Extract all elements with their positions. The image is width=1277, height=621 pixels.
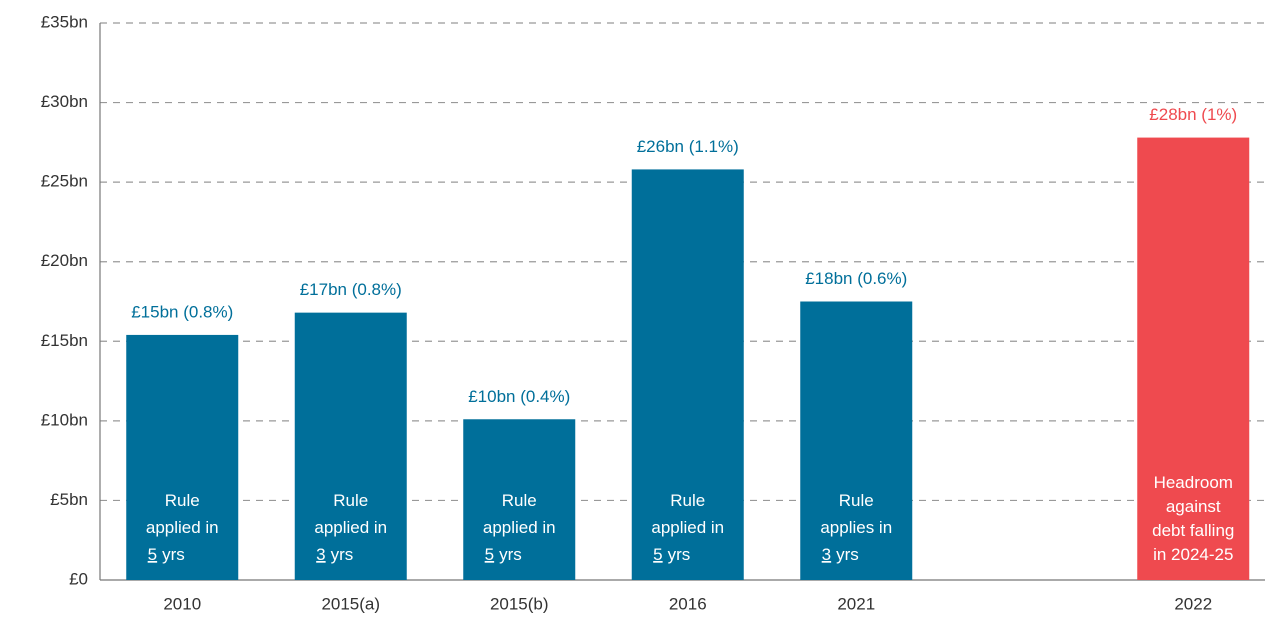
x-tick-label: 2021 bbox=[837, 594, 875, 613]
bar-note-years: 5 bbox=[653, 545, 662, 564]
bar-note: Rule applied in 3 yrs bbox=[314, 491, 387, 564]
bar-note-line: Headroom bbox=[1154, 473, 1233, 492]
bar-note-line: Rule bbox=[333, 491, 368, 510]
bar-note-line: applied in bbox=[146, 518, 219, 537]
bar-note-line: applied in bbox=[314, 518, 387, 537]
value-label: £17bn (0.8%) bbox=[300, 280, 402, 299]
x-tick-label: 2010 bbox=[163, 594, 201, 613]
bar bbox=[1137, 137, 1250, 580]
bar-note: Rule applied in 5 yrs bbox=[146, 491, 219, 564]
y-tick-label: £10bn bbox=[41, 410, 88, 429]
y-tick-label: £35bn bbox=[41, 12, 88, 31]
bar-note-unit: yrs bbox=[836, 545, 859, 564]
x-tick-label: 2016 bbox=[669, 594, 707, 613]
bar-note-line: applied in bbox=[651, 518, 724, 537]
bar-note: Rule applies in 3 yrs bbox=[820, 491, 892, 564]
y-tick-label: £15bn bbox=[41, 331, 88, 350]
bar-note-unit: yrs bbox=[331, 545, 354, 564]
bar bbox=[126, 334, 239, 580]
y-tick-label: £25bn bbox=[41, 172, 88, 191]
x-tick-label: 2015(a) bbox=[321, 594, 380, 613]
bar-note: Headroom against debt falling in 2024-25 bbox=[1152, 473, 1234, 564]
value-label: £28bn (1%) bbox=[1149, 105, 1237, 124]
bar bbox=[463, 419, 576, 580]
bar-note-line: against bbox=[1166, 497, 1221, 516]
bar-note-years: 5 bbox=[148, 545, 157, 564]
bar-note-years: 3 bbox=[316, 545, 325, 564]
bar bbox=[294, 312, 407, 580]
bar-note-unit: yrs bbox=[499, 545, 522, 564]
bar-note-line: in 2024-25 bbox=[1153, 545, 1233, 564]
bar-note-line: applies in bbox=[820, 518, 892, 537]
x-tick-label: 2015(b) bbox=[490, 594, 549, 613]
y-tick-label: £5bn bbox=[50, 490, 88, 509]
bar bbox=[800, 301, 913, 580]
value-label: £26bn (1.1%) bbox=[637, 137, 739, 156]
y-tick-label: £30bn bbox=[41, 92, 88, 111]
bar-note-line: Rule bbox=[670, 491, 705, 510]
bar-note-line: applied in bbox=[483, 518, 556, 537]
bar-note-line: Rule bbox=[165, 491, 200, 510]
bar-note: Rule applied in 5 yrs bbox=[483, 491, 556, 564]
y-tick-label: £20bn bbox=[41, 251, 88, 270]
bar-note-unit: yrs bbox=[668, 545, 691, 564]
bar-note-line: debt falling bbox=[1152, 521, 1234, 540]
value-label: £15bn (0.8%) bbox=[131, 302, 233, 321]
y-tick-label: £0 bbox=[69, 569, 88, 588]
value-label: £10bn (0.4%) bbox=[468, 387, 570, 406]
bar-note-unit: yrs bbox=[162, 545, 185, 564]
bar-note: Rule applied in 5 yrs bbox=[651, 491, 724, 564]
bar-note-years: 3 bbox=[822, 545, 831, 564]
x-tick-label: 2022 bbox=[1174, 594, 1212, 613]
bar-note-line: Rule bbox=[839, 491, 874, 510]
bar bbox=[631, 169, 744, 580]
bar-note-line: Rule bbox=[502, 491, 537, 510]
value-label: £18bn (0.6%) bbox=[805, 269, 907, 288]
bar-note-years: 5 bbox=[485, 545, 494, 564]
